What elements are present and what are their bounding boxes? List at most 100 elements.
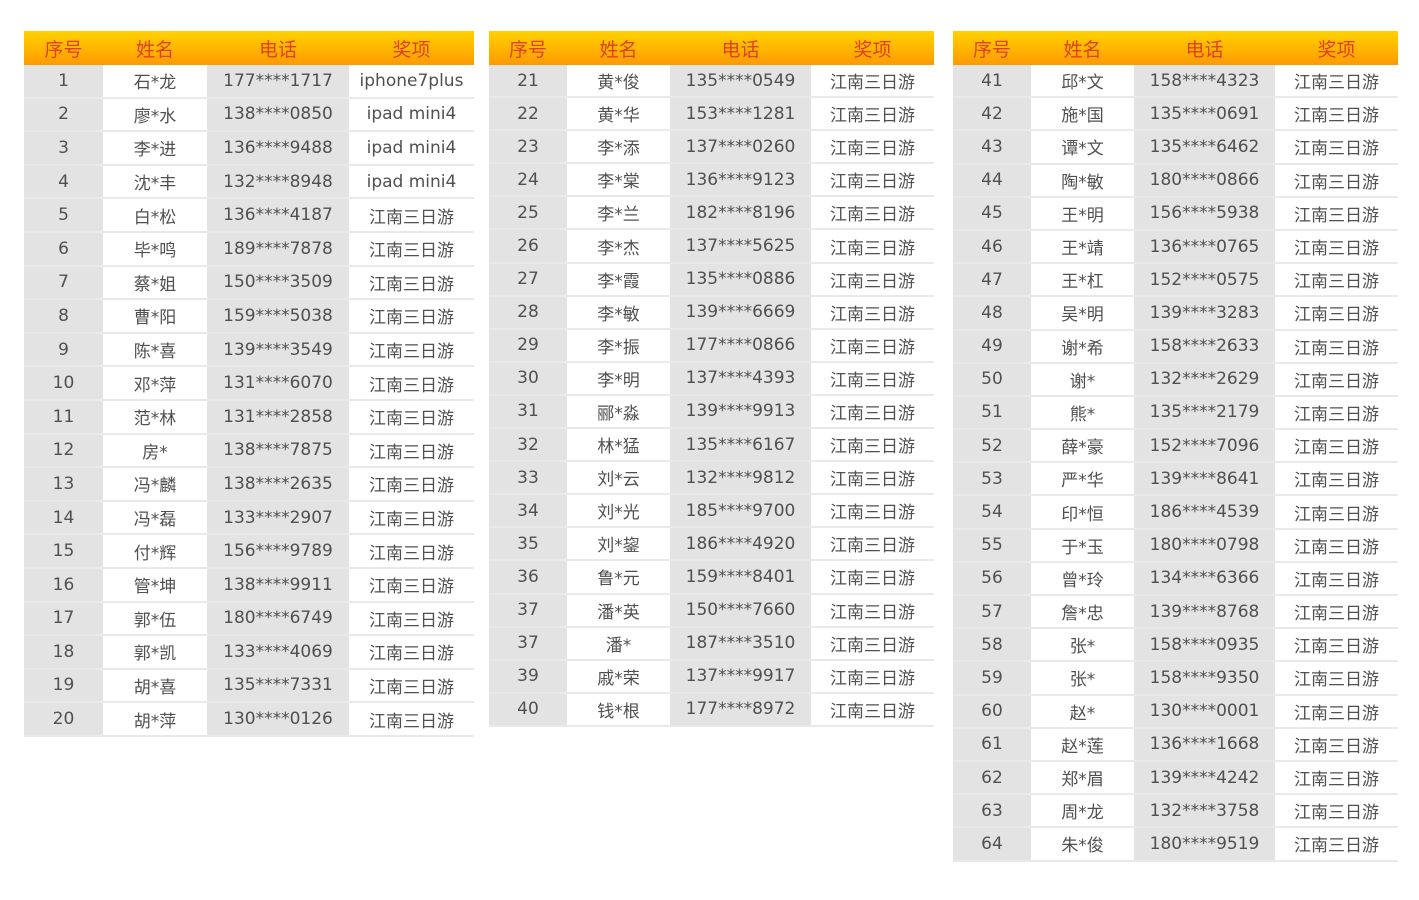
cell-prize: 江南三日游 — [1275, 65, 1398, 99]
cell-phone: 137****4393 — [670, 361, 811, 396]
cell-prize: 江南三日游 — [811, 97, 934, 132]
cell-index: 63 — [953, 794, 1031, 829]
table-row: 21 黄*俊 135****0549 江南三日游 — [489, 65, 934, 99]
cell-phone: 135****7331 — [207, 668, 349, 704]
cell-index: 9 — [24, 332, 103, 368]
cell-name: 黄*俊 — [567, 65, 670, 99]
cell-phone: 177****0866 — [670, 328, 811, 363]
table-row: 3 李*进 136****9488 ipad mini4 — [24, 131, 474, 166]
cell-name: 管*坤 — [103, 567, 207, 603]
cell-prize: 江南三日游 — [811, 328, 934, 363]
cell-index: 25 — [489, 196, 567, 231]
cell-index: 51 — [953, 395, 1031, 431]
table-row: 33 刘*云 132****9812 江南三日游 — [489, 461, 934, 496]
table-row: 18 郭*凯 133****4069 江南三日游 — [24, 635, 474, 670]
cell-phone: 135****6167 — [670, 428, 811, 463]
cell-prize: 江南三日游 — [1275, 163, 1398, 198]
cell-name: 潘*英 — [567, 593, 670, 628]
cell-phone: 139****3283 — [1134, 296, 1275, 331]
cell-index: 13 — [24, 467, 103, 502]
table-row: 50 谢* 132****2629 江南三日游 — [953, 362, 1398, 397]
cell-name: 房* — [103, 433, 207, 469]
cell-phone: 158****0935 — [1134, 628, 1275, 663]
cell-name: 邓*萍 — [103, 366, 207, 401]
table-row: 60 赵* 130****0001 江南三日游 — [953, 694, 1398, 729]
cell-prize: 江南三日游 — [811, 461, 934, 496]
cell-phone: 186****4539 — [1134, 495, 1275, 530]
cell-index: 12 — [24, 433, 103, 469]
cell-index: 43 — [953, 130, 1031, 165]
cell-index: 28 — [489, 295, 567, 330]
cell-phone: 158****2633 — [1134, 329, 1275, 364]
cell-index: 52 — [953, 429, 1031, 464]
table-row: 64 朱*俊 180****9519 江南三日游 — [953, 827, 1398, 862]
cell-name: 李*振 — [567, 328, 670, 363]
table-row: 27 李*霞 135****0886 江南三日游 — [489, 262, 934, 297]
cell-prize: iphone7plus — [349, 65, 474, 99]
table-row: 35 刘*鋆 186****4920 江南三日游 — [489, 527, 934, 562]
cell-phone: 152****7096 — [1134, 429, 1275, 464]
cell-name: 李*进 — [103, 131, 207, 166]
cell-index: 2 — [24, 97, 103, 133]
cell-prize: 江南三日游 — [349, 534, 474, 569]
cell-phone: 187****3510 — [670, 626, 811, 661]
table-row: 4 沈*丰 132****8948 ipad mini4 — [24, 164, 474, 200]
table-row: 41 邱*文 158****4323 江南三日游 — [953, 65, 1398, 99]
cell-phone: 132****9812 — [670, 461, 811, 496]
cell-name: 严*华 — [1031, 462, 1134, 497]
cell-name: 张* — [1031, 628, 1134, 663]
cell-name: 赵*莲 — [1031, 727, 1134, 762]
cell-name: 廖*水 — [103, 97, 207, 133]
column-header-prize: 奖项 — [349, 31, 474, 65]
cell-prize: 江南三日游 — [1275, 296, 1398, 331]
cell-name: 吴*明 — [1031, 296, 1134, 331]
cell-phone: 180****9519 — [1134, 827, 1275, 862]
cell-prize: 江南三日游 — [349, 198, 474, 233]
cell-index: 54 — [953, 495, 1031, 530]
cell-phone: 131****6070 — [207, 366, 349, 401]
table-row: 22 黄*华 153****1281 江南三日游 — [489, 97, 934, 132]
cell-phone: 132****2629 — [1134, 362, 1275, 397]
cell-name: 詹*忠 — [1031, 595, 1134, 630]
cell-prize: 江南三日游 — [1275, 97, 1398, 132]
cell-phone: 137****9917 — [670, 659, 811, 694]
cell-phone: 135****0886 — [670, 262, 811, 297]
cell-phone: 186****4920 — [670, 527, 811, 562]
cell-index: 45 — [953, 196, 1031, 231]
table-row: 61 赵*莲 136****1668 江南三日游 — [953, 727, 1398, 762]
cell-index: 11 — [24, 399, 103, 435]
cell-phone: 139****4242 — [1134, 760, 1275, 796]
table-row: 48 吴*明 139****3283 江南三日游 — [953, 296, 1398, 331]
cell-phone: 132****3758 — [1134, 794, 1275, 829]
cell-index: 8 — [24, 299, 103, 334]
cell-index: 62 — [953, 760, 1031, 796]
cell-phone: 153****1281 — [670, 97, 811, 132]
cell-index: 46 — [953, 229, 1031, 265]
cell-prize: 江南三日游 — [811, 163, 934, 198]
cell-name: 钱*根 — [567, 692, 670, 727]
winners-table-3: 序号 姓名 电话 奖项 41 邱*文 158****4323 江南三日游 42 施*国 135***… — [953, 31, 1398, 862]
cell-name: 陈*喜 — [103, 332, 207, 368]
cell-prize: 江南三日游 — [811, 560, 934, 595]
table-row: 36 鲁*元 159****8401 江南三日游 — [489, 560, 934, 595]
cell-prize: 江南三日游 — [349, 366, 474, 401]
cell-phone: 180****6749 — [207, 601, 349, 637]
cell-name: 谢*希 — [1031, 329, 1134, 364]
cell-prize: 江南三日游 — [349, 702, 474, 737]
cell-phone: 133****2907 — [207, 500, 349, 536]
cell-phone: 136****0765 — [1134, 229, 1275, 265]
cell-prize: 江南三日游 — [1275, 760, 1398, 796]
cell-prize: 江南三日游 — [1275, 827, 1398, 862]
table-row: 62 郑*眉 139****4242 江南三日游 — [953, 760, 1398, 796]
cell-phone: 158****4323 — [1134, 65, 1275, 99]
cell-prize: 江南三日游 — [349, 635, 474, 670]
winners-table-1: 序号 姓名 电话 奖项 1 石*龙 177****1717 iphone7plus 2 廖*水 13… — [24, 31, 474, 737]
table-row: 31 郦*淼 139****9913 江南三日游 — [489, 394, 934, 430]
cell-name: 施*国 — [1031, 97, 1134, 132]
cell-prize: 江南三日游 — [1275, 196, 1398, 231]
cell-phone: 135****6462 — [1134, 130, 1275, 165]
table-row: 53 严*华 139****8641 江南三日游 — [953, 462, 1398, 497]
cell-name: 冯*磊 — [103, 500, 207, 536]
cell-index: 49 — [953, 329, 1031, 364]
cell-name: 付*辉 — [103, 534, 207, 569]
